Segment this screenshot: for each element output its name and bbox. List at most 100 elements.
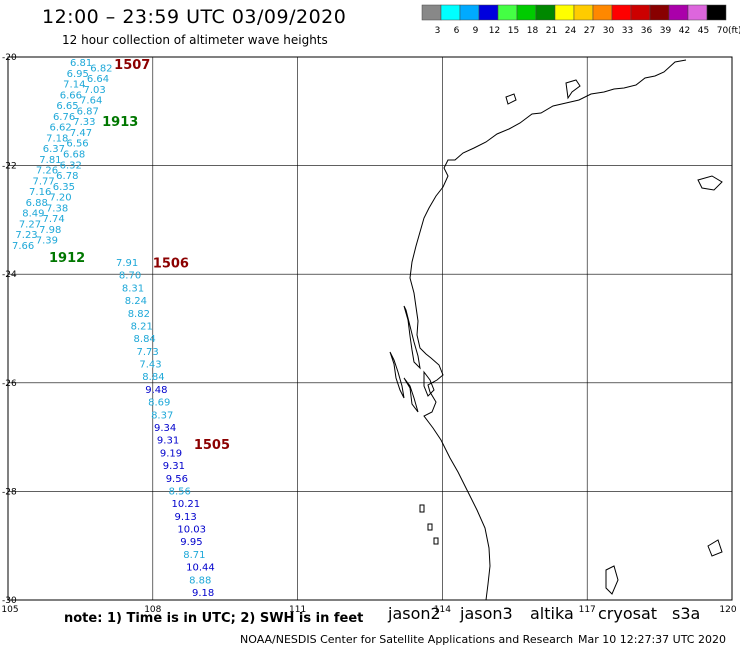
wave-height-value: 6.76 bbox=[53, 112, 75, 123]
wave-height-value: 8.82 bbox=[128, 309, 150, 320]
offshore-island-2 bbox=[565, 79, 581, 100]
lon-tick-label: 111 bbox=[289, 605, 306, 615]
page-subtitle: 12 hour collection of altimeter wave hei… bbox=[62, 33, 328, 47]
wave-height-value: 8.84 bbox=[142, 372, 164, 383]
legend-swatch bbox=[706, 4, 727, 21]
australia-coastline bbox=[409, 59, 687, 601]
bay-inlet bbox=[423, 370, 435, 397]
wave-height-value: 7.27 bbox=[19, 219, 41, 230]
wave-height-value: 10.44 bbox=[186, 563, 215, 574]
wave-height-value: 7.43 bbox=[139, 360, 161, 371]
wave-height-value: 9.95 bbox=[180, 537, 202, 548]
wave-height-value: 8.70 bbox=[119, 271, 141, 282]
wave-height-value: 7.47 bbox=[70, 128, 92, 139]
wave-height-value: 7.39 bbox=[36, 236, 58, 247]
lon-tick-label: 105 bbox=[1, 605, 18, 615]
legend-label: 36 bbox=[641, 26, 653, 36]
lat-tick-label: -20 bbox=[2, 53, 17, 63]
wave-height-value: 9.34 bbox=[154, 423, 176, 434]
wave-height-value: 7.20 bbox=[49, 193, 71, 204]
lat-tick-label: -26 bbox=[2, 379, 17, 389]
wave-height-value: 9.48 bbox=[145, 385, 167, 396]
wave-height-value: 6.35 bbox=[53, 182, 75, 193]
wave-height-value: 9.19 bbox=[160, 448, 182, 459]
wave-height-value: 7.64 bbox=[80, 96, 102, 107]
offshore-island-3 bbox=[697, 175, 723, 191]
wave-height-value: 7.73 bbox=[136, 347, 158, 358]
wave-height-value: 7.66 bbox=[12, 241, 34, 252]
wave-height-value: 6.32 bbox=[60, 160, 82, 171]
map-frame bbox=[7, 56, 733, 601]
legend-label: 70 bbox=[717, 26, 729, 36]
pass-label: 1505 bbox=[194, 438, 230, 453]
legend-label: 33 bbox=[622, 26, 633, 36]
pass-label: 1913 bbox=[102, 115, 138, 130]
wave-height-value: 9.18 bbox=[192, 588, 214, 599]
footer-note: note: 1) Time is in UTC; 2) SWH is in fe… bbox=[64, 611, 364, 626]
offshore-island-5 bbox=[605, 565, 619, 595]
pass-labels: 1507 1913 1912 1506 1505 bbox=[49, 58, 230, 453]
wave-height-value: 6.95 bbox=[67, 69, 89, 80]
legend-label: 9 bbox=[473, 26, 479, 36]
wave-height-value: 7.91 bbox=[116, 258, 138, 269]
map-grid bbox=[7, 56, 733, 601]
wave-height-value: 6.66 bbox=[60, 90, 82, 101]
wave-height-value: 7.23 bbox=[15, 230, 37, 241]
lon-tick-label: 120 bbox=[719, 605, 736, 615]
offshore-island-1 bbox=[505, 93, 517, 105]
lon-tick-label: 108 bbox=[144, 605, 161, 615]
wave-height-value: 6.81 bbox=[70, 58, 92, 69]
wave-height-value: 10.03 bbox=[177, 525, 206, 536]
wave-height-value: 7.38 bbox=[46, 203, 68, 214]
wave-height-value: 6.82 bbox=[90, 63, 112, 74]
wave-height-value: 10.21 bbox=[172, 499, 201, 510]
wave-height-tracks: 6.816.826.956.647.147.036.667.646.656.87… bbox=[12, 58, 215, 599]
page-title: 12:00 – 23:59 UTC 03/09/2020 bbox=[42, 6, 347, 28]
wave-height-value: 6.62 bbox=[50, 123, 72, 134]
legend-label: 39 bbox=[660, 26, 672, 36]
legend-label: 21 bbox=[546, 26, 557, 36]
wave-height-value: 7.74 bbox=[43, 214, 65, 225]
wave-height-value: 6.64 bbox=[87, 74, 109, 85]
lat-tick-label: -30 bbox=[2, 596, 17, 606]
wave-height-value: 7.18 bbox=[46, 133, 68, 144]
wave-height-value: 7.16 bbox=[29, 187, 51, 198]
shark-bay-island bbox=[389, 351, 405, 399]
lon-tick-label: 114 bbox=[434, 605, 451, 615]
sat-jason3: jason3 bbox=[460, 604, 513, 623]
lat-tick-label: -24 bbox=[2, 270, 17, 280]
lon-tick-label: 117 bbox=[579, 605, 596, 615]
wave-height-value: 8.37 bbox=[151, 410, 173, 421]
legend-label: 18 bbox=[527, 26, 539, 36]
legend-label: 42 bbox=[679, 26, 690, 36]
timestamp-text: Mar 10 12:27:37 UTC 2020 bbox=[578, 633, 726, 646]
wave-height-value: 7.14 bbox=[63, 80, 85, 91]
credit-text: NOAA/NESDIS Center for Satellite Applica… bbox=[240, 633, 574, 646]
wave-height-value: 6.37 bbox=[43, 144, 65, 155]
wave-height-value: 8.31 bbox=[122, 283, 144, 294]
lat-tick-label: -28 bbox=[2, 487, 17, 497]
wave-height-value: 6.65 bbox=[56, 101, 78, 112]
offshore-island-8 bbox=[433, 537, 439, 545]
offshore-island-4 bbox=[707, 539, 723, 557]
wave-height-value: 8.21 bbox=[131, 321, 153, 332]
offshore-island-6 bbox=[419, 504, 425, 513]
wave-height-value: 8.88 bbox=[189, 575, 211, 586]
wave-height-value: 7.81 bbox=[39, 155, 61, 166]
pass-label: 1506 bbox=[153, 256, 189, 271]
dirk-hartog-west bbox=[403, 377, 419, 413]
pass-label: 1507 bbox=[114, 58, 150, 73]
sat-jason2: jason2 bbox=[388, 604, 441, 623]
legend-label: 6 bbox=[454, 26, 460, 36]
wave-height-value: 8.69 bbox=[148, 398, 170, 409]
sat-s3a: s3a bbox=[672, 604, 701, 623]
wave-height-value: 7.98 bbox=[39, 225, 61, 236]
legend-label: 3 bbox=[435, 26, 441, 36]
coastline bbox=[389, 59, 723, 601]
wave-height-value: 9.56 bbox=[166, 474, 188, 485]
wave-height-value: 9.31 bbox=[163, 461, 185, 472]
legend-label: 12 bbox=[489, 26, 500, 36]
sat-cryosat: cryosat bbox=[598, 604, 658, 623]
wave-height-value: 7.33 bbox=[73, 117, 95, 128]
